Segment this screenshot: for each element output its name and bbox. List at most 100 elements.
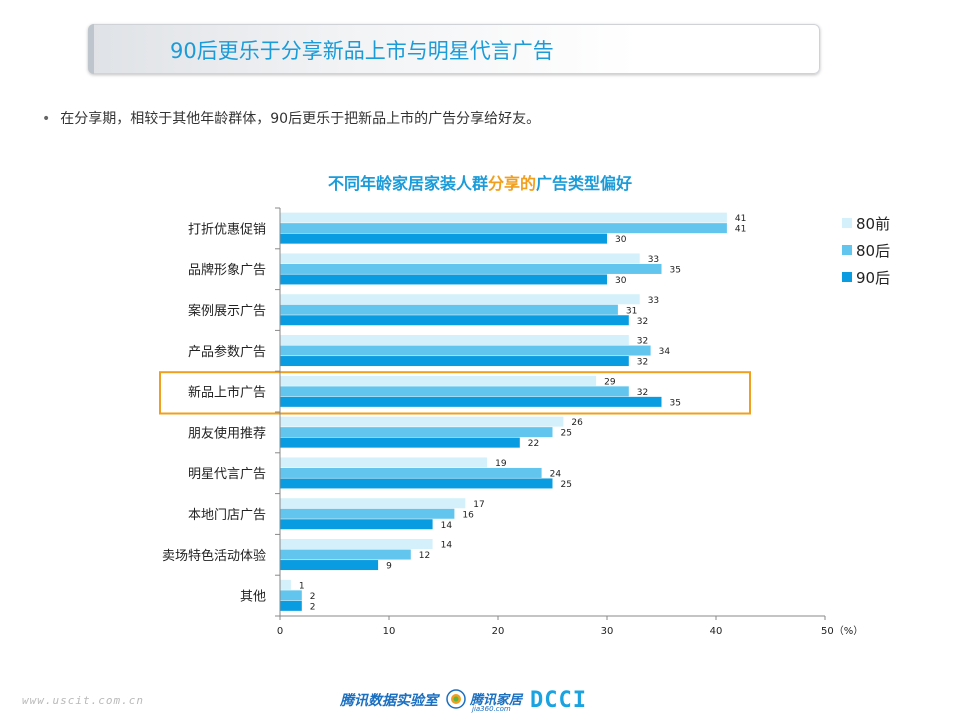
bar — [280, 233, 607, 244]
chart-title-highlight: 分享的 — [487, 174, 536, 193]
data-label: 2 — [310, 592, 316, 602]
bar — [280, 345, 651, 356]
bar — [280, 253, 640, 264]
tencent-home-logo-icon — [446, 689, 466, 709]
bar — [280, 437, 520, 448]
category-label: 新品上市广告 — [188, 385, 266, 401]
bar — [280, 549, 411, 560]
data-label: 30 — [615, 276, 627, 286]
data-label: 34 — [659, 347, 671, 357]
bar — [280, 519, 433, 530]
highlight-box — [159, 371, 751, 415]
category-label: 品牌形象广告 — [188, 262, 266, 278]
x-tick-label: 20 — [492, 626, 505, 637]
x-tick-label: 0 — [277, 626, 283, 637]
footer-lab-logo: 腾讯数据实验室 — [340, 693, 438, 709]
footer-dcci-logo: DCCI — [530, 688, 587, 713]
bar — [280, 335, 629, 346]
data-label: 1 — [299, 581, 305, 591]
data-label: 30 — [615, 235, 627, 245]
bar — [280, 416, 564, 427]
bar — [280, 560, 379, 571]
category-label: 产品参数广告 — [188, 344, 266, 360]
data-label: 41 — [735, 225, 746, 235]
category-label: 卖场特色活动体验 — [162, 548, 266, 564]
bar — [280, 212, 727, 223]
bar — [280, 396, 662, 407]
category-label: 明星代言广告 — [188, 467, 266, 482]
bar — [280, 386, 629, 397]
data-label: 12 — [419, 551, 430, 561]
data-label: 35 — [670, 265, 681, 275]
chart-title-part-1: 不同年龄家居家装人群 — [327, 174, 488, 193]
data-label: 29 — [604, 377, 616, 387]
bar — [280, 315, 629, 326]
data-label: 25 — [561, 429, 572, 439]
bar — [280, 304, 618, 315]
data-label: 17 — [473, 500, 484, 510]
bar — [280, 539, 433, 550]
category-label: 案例展示广告 — [188, 304, 266, 319]
legend-swatch — [842, 218, 852, 228]
chart-title: 不同年龄家居家装人群分享的广告类型偏好 — [0, 170, 960, 194]
bullet-point: • 在分享期，相较于其他年龄群体，90后更乐于把新品上市的广告分享给好友。 — [42, 108, 540, 128]
legend-swatch — [842, 245, 852, 255]
page-title: 90后更乐于分享新品上市与明星代言广告 — [170, 39, 554, 63]
data-label: 19 — [495, 459, 507, 469]
bar — [280, 590, 302, 601]
data-label: 32 — [637, 358, 648, 368]
category-label: 朋友使用推荐 — [188, 425, 266, 441]
title-bar: 90后更乐于分享新品上市与明星代言广告 — [88, 24, 820, 74]
data-label: 9 — [386, 562, 392, 572]
data-label: 24 — [550, 469, 562, 479]
data-label: 14 — [441, 541, 453, 551]
data-label: 32 — [637, 388, 648, 398]
data-label: 32 — [637, 317, 648, 327]
footer-brand-sub: jia360.com — [472, 705, 511, 713]
bar — [280, 579, 291, 590]
x-tick-label: 40 — [710, 626, 723, 637]
bar — [280, 498, 466, 509]
bar — [280, 294, 640, 305]
data-label: 33 — [648, 255, 659, 265]
bar — [280, 600, 302, 611]
data-label: 2 — [310, 602, 316, 612]
data-label: 35 — [670, 398, 681, 408]
bar — [280, 356, 629, 367]
data-label: 14 — [441, 521, 453, 531]
data-label: 32 — [637, 337, 648, 347]
bar — [280, 508, 455, 519]
data-label: 22 — [528, 439, 539, 449]
x-tick-label: 10 — [383, 626, 396, 637]
chart-title-part-3: 广告类型偏好 — [536, 174, 633, 193]
bullet-dot: • — [42, 111, 51, 127]
bar — [280, 375, 597, 386]
data-label: 33 — [648, 296, 659, 306]
legend-label: 90后 — [856, 269, 890, 287]
data-label: 16 — [462, 510, 474, 520]
x-tick-label: 30 — [601, 626, 614, 637]
bar — [280, 223, 727, 234]
bar — [280, 467, 542, 478]
title-bar-accent — [88, 24, 94, 74]
bullet-text: 在分享期，相较于其他年龄群体，90后更乐于把新品上市的广告分享给好友。 — [60, 111, 541, 127]
bar — [280, 274, 607, 285]
x-tick-label: 50（%） — [821, 625, 863, 637]
category-label: 其他 — [240, 590, 266, 605]
data-label: 25 — [561, 480, 572, 490]
data-label: 31 — [626, 306, 637, 316]
legend-label: 80前 — [856, 215, 890, 233]
bar — [280, 457, 488, 468]
bar — [280, 263, 662, 274]
footer-url: www.uscit.com.cn — [22, 694, 144, 707]
bar — [280, 427, 553, 438]
footer-brand: 腾讯家居 — [470, 693, 523, 708]
legend-swatch — [842, 272, 852, 282]
data-label: 41 — [735, 214, 746, 224]
category-label: 打折优惠促销 — [188, 222, 266, 237]
legend-label: 80后 — [856, 242, 890, 260]
data-label: 26 — [571, 418, 583, 428]
category-label: 本地门店广告 — [188, 508, 266, 523]
bar — [280, 478, 553, 489]
